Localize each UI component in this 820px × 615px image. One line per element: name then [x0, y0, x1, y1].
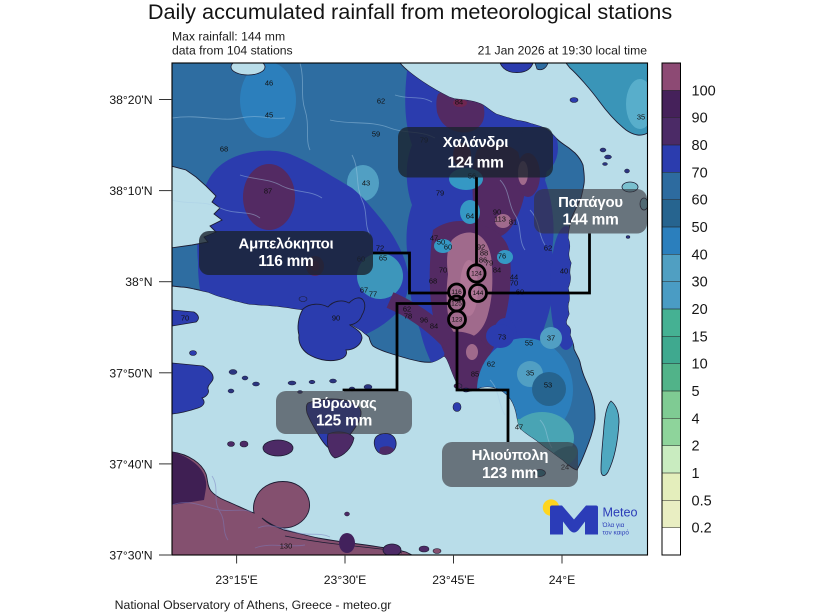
svg-text:96: 96 [420, 316, 428, 325]
svg-text:Max rainfall: 144 mm: Max rainfall: 144 mm [172, 30, 285, 44]
svg-text:85: 85 [471, 370, 479, 379]
svg-text:38°20'N: 38°20'N [109, 93, 152, 107]
svg-text:68: 68 [220, 145, 228, 154]
svg-text:21 Jan 2026 at 19:30 local tim: 21 Jan 2026 at 19:30 local time [478, 44, 648, 58]
svg-text:125 mm: 125 mm [316, 412, 372, 429]
svg-text:35: 35 [637, 113, 645, 122]
svg-text:100: 100 [692, 83, 716, 99]
svg-text:90: 90 [692, 111, 708, 127]
svg-text:70: 70 [510, 279, 518, 288]
svg-text:84: 84 [430, 322, 438, 331]
svg-text:72: 72 [376, 244, 384, 253]
svg-text:2: 2 [692, 439, 700, 455]
svg-text:1: 1 [692, 466, 700, 482]
svg-text:116 mm: 116 mm [258, 253, 313, 270]
svg-text:38°N: 38°N [125, 275, 152, 289]
svg-text:80: 80 [692, 138, 708, 154]
svg-text:Χαλάνδρι: Χαλάνδρι [443, 135, 508, 151]
svg-text:15: 15 [692, 329, 708, 345]
svg-text:68: 68 [429, 277, 437, 286]
svg-text:0.2: 0.2 [692, 521, 712, 537]
svg-text:4: 4 [692, 411, 700, 427]
svg-text:78: 78 [404, 312, 412, 321]
svg-text:70: 70 [181, 314, 189, 323]
svg-text:23°30'E: 23°30'E [324, 573, 366, 587]
svg-text:20: 20 [692, 302, 708, 318]
svg-text:87: 87 [264, 187, 272, 196]
svg-text:62: 62 [544, 244, 552, 253]
svg-text:62: 62 [377, 97, 385, 106]
svg-text:79: 79 [436, 189, 444, 198]
svg-text:30: 30 [692, 275, 708, 291]
svg-text:88: 88 [480, 249, 488, 258]
svg-text:Παπάγου: Παπάγου [558, 195, 623, 211]
svg-text:37°40'N: 37°40'N [109, 457, 152, 471]
svg-text:23°15'E: 23°15'E [215, 573, 257, 587]
svg-text:60: 60 [444, 243, 452, 252]
svg-text:Ηλιούπολη: Ηλιούπολη [472, 448, 549, 464]
svg-text:65: 65 [379, 254, 387, 263]
svg-text:10: 10 [692, 357, 708, 373]
svg-text:37°50'N: 37°50'N [109, 366, 152, 380]
svg-text:Meteo: Meteo [603, 506, 638, 520]
svg-text:53: 53 [544, 381, 552, 390]
svg-text:44: 44 [510, 273, 518, 282]
svg-text:National Observatory of Athens: National Observatory of Athens, Greece -… [115, 598, 392, 612]
svg-text:62: 62 [403, 305, 411, 314]
svg-text:124 mm: 124 mm [447, 154, 503, 171]
svg-text:70: 70 [439, 266, 447, 275]
svg-text:84: 84 [493, 266, 501, 275]
svg-text:40: 40 [692, 247, 708, 263]
svg-text:123 mm: 123 mm [482, 465, 538, 482]
svg-text:46: 46 [265, 79, 273, 88]
svg-text:64: 64 [466, 212, 474, 221]
svg-text:5: 5 [692, 384, 700, 400]
svg-text:90: 90 [332, 314, 340, 323]
svg-text:55: 55 [525, 339, 533, 348]
svg-text:τον καιρό: τον καιρό [603, 529, 630, 537]
svg-text:43: 43 [362, 179, 370, 188]
svg-text:47: 47 [430, 234, 438, 243]
svg-text:77: 77 [369, 290, 377, 299]
svg-text:84: 84 [455, 98, 463, 107]
svg-text:47: 47 [515, 423, 523, 432]
svg-text:Daily accumulated rainfall fro: Daily accumulated rainfall from meteorol… [148, 0, 673, 24]
svg-text:144: 144 [473, 290, 484, 297]
svg-text:124: 124 [471, 271, 482, 278]
svg-text:Βύρωνας: Βύρωνας [312, 396, 377, 412]
svg-text:79: 79 [485, 259, 493, 268]
svg-text:data from 104 stations: data from 104 stations [172, 44, 293, 58]
svg-text:Όλα για: Όλα για [602, 522, 625, 529]
svg-text:81: 81 [509, 218, 517, 227]
svg-text:62: 62 [487, 360, 495, 369]
svg-text:24°E: 24°E [549, 573, 576, 587]
svg-text:Αμπελόκηποι: Αμπελόκηποι [239, 237, 334, 253]
svg-text:70: 70 [692, 165, 708, 181]
svg-text:116: 116 [451, 289, 462, 296]
svg-text:76: 76 [498, 252, 506, 261]
svg-text:125: 125 [451, 301, 462, 308]
svg-text:37°30'N: 37°30'N [109, 549, 152, 563]
svg-text:123: 123 [452, 317, 463, 324]
svg-text:113: 113 [494, 215, 506, 224]
svg-text:45: 45 [265, 111, 273, 120]
svg-text:50: 50 [437, 238, 445, 247]
svg-text:90: 90 [493, 208, 501, 217]
svg-text:50: 50 [692, 220, 708, 236]
svg-text:59: 59 [372, 130, 380, 139]
svg-text:60: 60 [692, 193, 708, 209]
svg-text:144 mm: 144 mm [562, 212, 618, 229]
svg-text:130: 130 [280, 542, 293, 551]
svg-text:37: 37 [547, 334, 555, 343]
svg-text:38°10'N: 38°10'N [109, 184, 152, 198]
svg-text:67: 67 [360, 286, 368, 295]
svg-text:0.5: 0.5 [692, 493, 712, 509]
svg-text:86: 86 [479, 256, 487, 265]
svg-text:73: 73 [498, 333, 506, 342]
svg-text:40: 40 [560, 267, 568, 276]
svg-text:23°45'E: 23°45'E [432, 573, 474, 587]
svg-text:92: 92 [477, 243, 485, 252]
svg-text:35: 35 [526, 369, 534, 378]
